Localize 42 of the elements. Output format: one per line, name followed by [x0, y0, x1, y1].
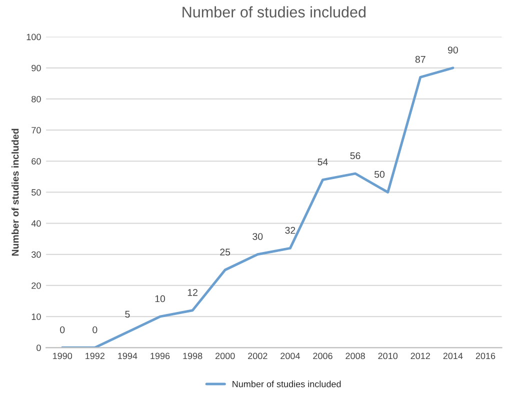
line-series: [61, 66, 454, 348]
data-label: 5: [125, 310, 130, 318]
chart-title: Number of studies included: [182, 6, 366, 18]
data-label: 12: [188, 289, 198, 296]
x-tick-label: 2002: [248, 352, 268, 360]
data-label: 0: [60, 326, 65, 334]
x-tick-label: 2014: [443, 352, 463, 360]
y-tick-label: 70: [32, 127, 41, 134]
x-tick-label: 2006: [313, 352, 332, 360]
x-tick-label: 2000: [216, 352, 235, 360]
x-tick-label: 1990: [53, 352, 72, 360]
x-tick-label: 1996: [150, 352, 170, 360]
y-tick-label: 10: [32, 314, 41, 320]
x-tick-label: 2016: [476, 352, 496, 360]
data-label: 56: [350, 152, 360, 160]
x-tick-label: 2004: [280, 352, 300, 360]
y-tick-label: 40: [31, 220, 41, 227]
y-tick-label: 50: [32, 189, 41, 196]
data-label: 30: [252, 233, 263, 240]
x-tick-label: 2010: [378, 352, 398, 360]
y-tick-label: 100: [26, 34, 41, 40]
y-tick-label: 80: [32, 96, 41, 102]
x-tick-label: 1992: [86, 352, 104, 360]
data-label: 90: [448, 46, 458, 54]
y-tick-label: 20: [32, 282, 41, 289]
data-label: 32: [285, 226, 296, 234]
y-tick-label: 30: [32, 251, 41, 258]
y-tick-label: 60: [32, 158, 41, 165]
y-tick-label: 90: [32, 64, 41, 72]
data-label: 10: [155, 295, 166, 302]
x-tick-label: 1998: [183, 352, 202, 360]
data-label: 0: [92, 326, 98, 334]
y-tick-label: 0: [36, 344, 41, 352]
x-tick-label: 2008: [346, 352, 365, 360]
data-label: 25: [220, 248, 230, 256]
y-axis-title: Number of studies included: [12, 128, 19, 256]
x-tick-label: 2012: [410, 352, 430, 360]
x-tick-label: 1994: [118, 352, 138, 360]
data-label: 50: [374, 170, 385, 178]
legend-label: Number of studies included: [232, 380, 341, 388]
data-label: 54: [318, 158, 328, 166]
data-label: 87: [415, 56, 426, 63]
